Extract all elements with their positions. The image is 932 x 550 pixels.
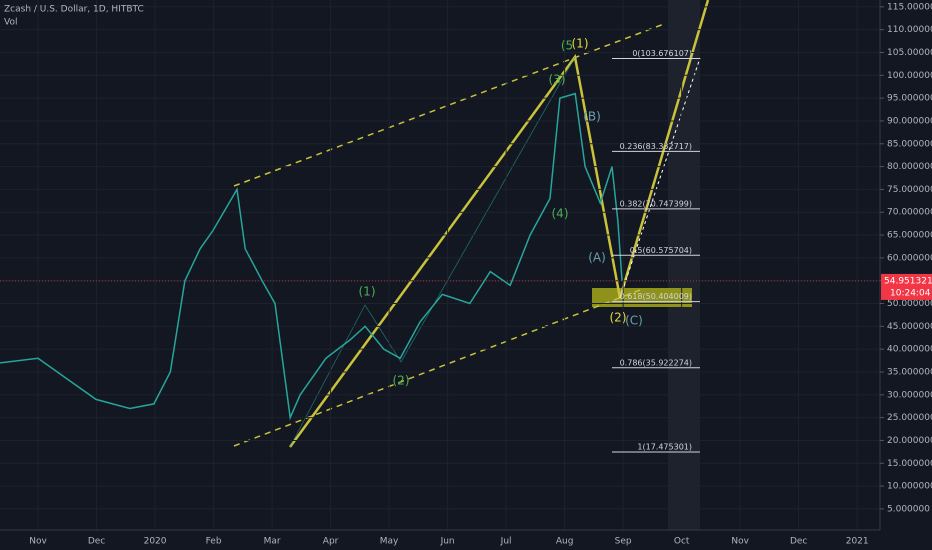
wave-label: (1) bbox=[359, 285, 376, 299]
y-tick-label: 20.000000 bbox=[887, 436, 932, 446]
plot: 0(103.676107) 0.236(83.332717) 0.382(70.74… bbox=[0, 0, 880, 530]
target-box bbox=[592, 288, 692, 307]
x-tick-label: Jun bbox=[440, 537, 455, 547]
last-price-label: 54.951321 bbox=[884, 276, 932, 286]
wave-label: (B) bbox=[583, 110, 601, 124]
chart-title: Zcash / U.S. Dollar, 1D, HITBTC bbox=[4, 5, 144, 15]
y-tick-label: 115.000000 bbox=[887, 2, 932, 12]
wave-label: (5 bbox=[561, 39, 573, 53]
y-tick-label: 40.000000 bbox=[887, 345, 932, 355]
wave-label: (4) bbox=[552, 207, 569, 221]
fib-label: 0.786(35.922274) bbox=[620, 358, 692, 367]
projection-zone bbox=[668, 0, 700, 530]
x-tick-label: 2021 bbox=[846, 537, 869, 547]
x-tick-label: Nov bbox=[29, 537, 47, 547]
x-tick-label: Apr bbox=[323, 537, 339, 547]
fib-label: 0.5(60.575704) bbox=[630, 246, 692, 255]
axes: 5.000000 10.000000 15.000000 20.000000 25.00… bbox=[29, 2, 932, 547]
y-tick-label: 65.000000 bbox=[887, 231, 932, 241]
y-tick-label: 5.000000 bbox=[887, 504, 930, 514]
wave-label: (1) bbox=[572, 37, 589, 51]
x-tick-label: Dec bbox=[790, 537, 807, 547]
y-tick-label: 90.000000 bbox=[887, 116, 932, 126]
x-tick-label: Aug bbox=[556, 537, 574, 547]
y-tick-label: 60.000000 bbox=[887, 253, 932, 263]
y-tick-label: 70.000000 bbox=[887, 208, 932, 218]
y-tick-label: 100.000000 bbox=[887, 71, 932, 81]
x-tick-label: May bbox=[380, 537, 399, 547]
wave-lines bbox=[288, 0, 710, 448]
sub-waves bbox=[289, 56, 576, 448]
y-tick-label: 25.000000 bbox=[887, 413, 932, 423]
fib-label: 0.236(83.332717) bbox=[620, 142, 692, 151]
x-tick-label: Jul bbox=[500, 537, 512, 547]
y-tick-label: 85.000000 bbox=[887, 139, 932, 149]
price-line bbox=[0, 92, 623, 421]
x-tick-label: Feb bbox=[206, 537, 222, 547]
y-tick-label: 80.000000 bbox=[887, 162, 932, 172]
x-axis-panel bbox=[0, 530, 880, 550]
y-tick-label: 30.000000 bbox=[887, 390, 932, 400]
wave-label: (A) bbox=[588, 251, 606, 265]
wave-label: (3) bbox=[549, 73, 566, 87]
y-tick-label: 95.000000 bbox=[887, 94, 932, 104]
y-tick-label: 105.000000 bbox=[887, 48, 932, 58]
fib-label: 0(103.676107) bbox=[632, 49, 692, 58]
countdown-label: 10:24:04 bbox=[890, 288, 931, 298]
fib-label: 0.618(50.404009) bbox=[620, 292, 692, 301]
y-tick-label: 50.000000 bbox=[887, 299, 932, 309]
x-tick-label: Nov bbox=[731, 537, 749, 547]
x-tick-label: Oct bbox=[674, 537, 690, 547]
x-tick-label: Mar bbox=[264, 537, 281, 547]
y-tick-label: 110.000000 bbox=[887, 25, 932, 35]
fib-label: 0.382(70.747399) bbox=[620, 199, 692, 208]
last-price-badge bbox=[881, 273, 932, 300]
y-tick-label: 15.000000 bbox=[887, 459, 932, 469]
y-tick-label: 35.000000 bbox=[887, 367, 932, 377]
y-tick-label: 45.000000 bbox=[887, 322, 932, 332]
subtitle: Vol bbox=[4, 18, 17, 28]
y-tick-label: 75.000000 bbox=[887, 185, 932, 195]
x-tick-label: Sep bbox=[615, 537, 632, 547]
wave-label: (2) bbox=[610, 311, 627, 325]
wave-label: (C) bbox=[625, 314, 643, 328]
wave-label: (2) bbox=[393, 374, 410, 388]
x-tick-label: 2020 bbox=[144, 537, 167, 547]
fib-label: 1(17.475301) bbox=[637, 442, 692, 451]
x-tick-label: Dec bbox=[88, 537, 105, 547]
y-tick-label: 10.000000 bbox=[887, 482, 932, 492]
